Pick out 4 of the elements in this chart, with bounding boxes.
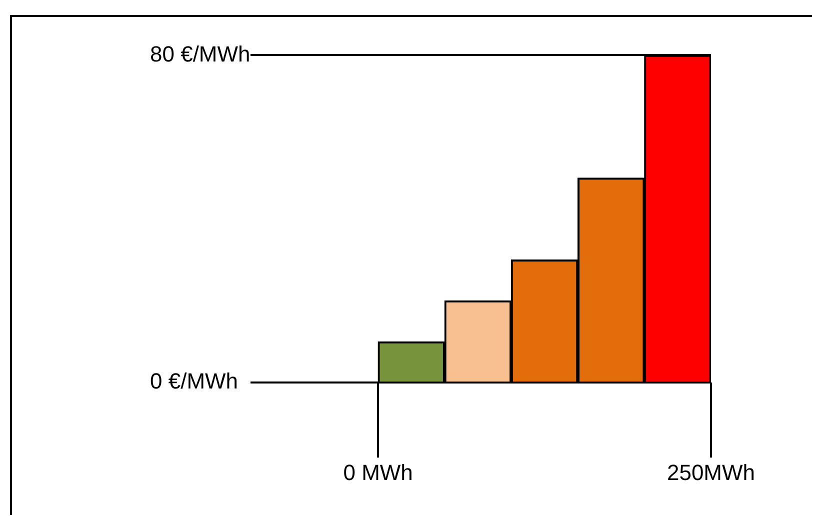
y-tick-label: 0 €/MWh	[150, 368, 238, 394]
x-tick-label: 250MWh	[666, 460, 756, 485]
x-tick-label: 0 MWh	[343, 460, 413, 485]
y-tick-label: 80 €/MWh	[150, 41, 250, 66]
